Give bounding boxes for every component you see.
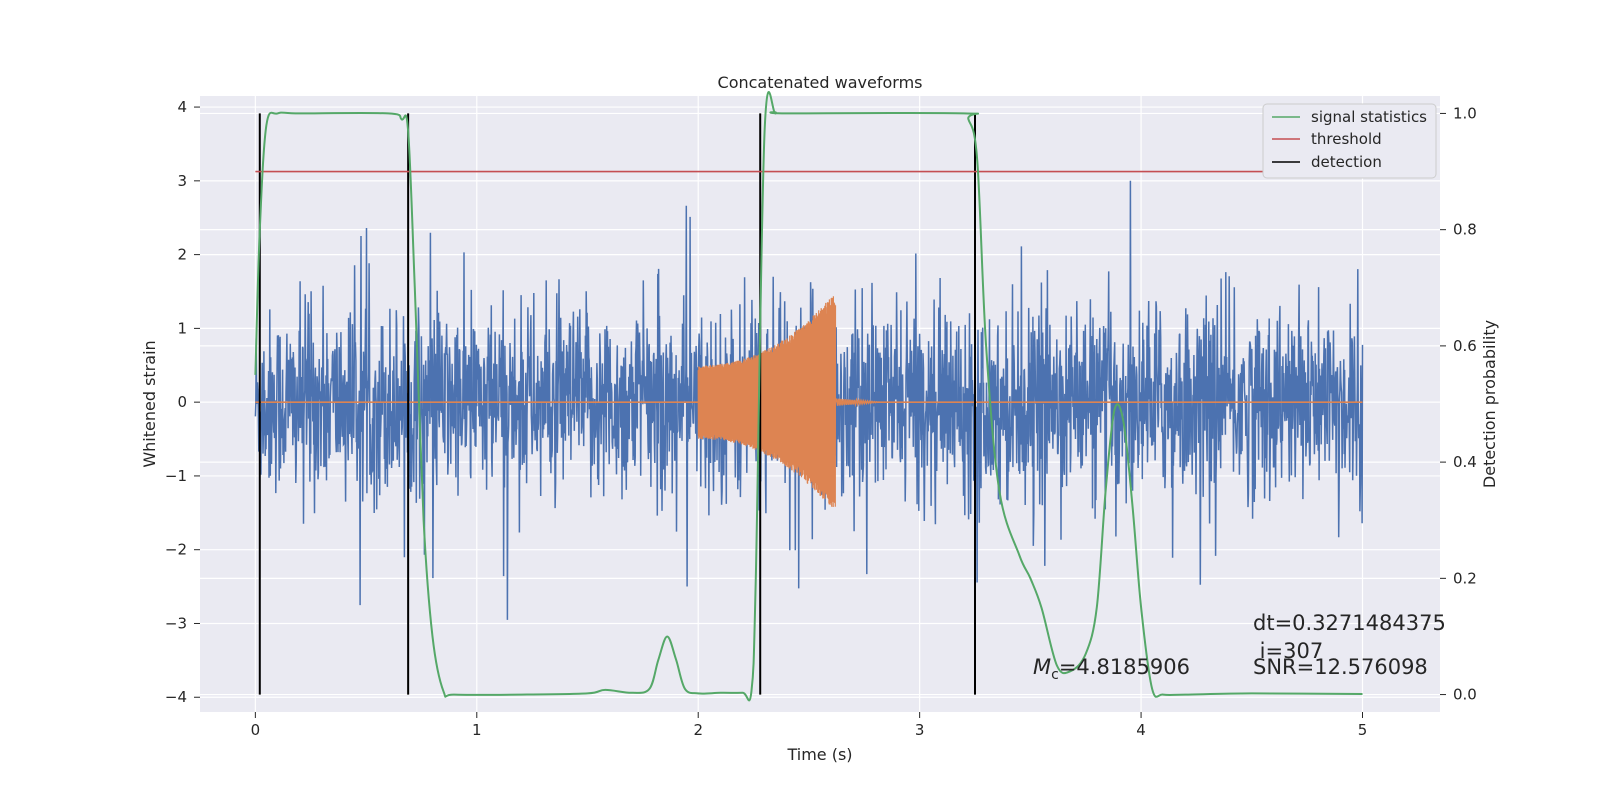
annotation-dt: dt=0.3271484375	[1253, 611, 1446, 635]
y-tick-label: 0	[177, 393, 187, 411]
y-tick-label: −4	[165, 688, 187, 706]
y-tick-label: −3	[165, 614, 187, 632]
x-tick-label: 1	[472, 721, 482, 739]
annotation-snr: SNR=12.576098	[1253, 655, 1428, 679]
legend-frame	[1262, 103, 1437, 179]
y2-tick-label: 0.8	[1453, 221, 1477, 239]
y2-tick-label: 0.0	[1453, 686, 1477, 704]
x-tick-label: 5	[1358, 721, 1368, 739]
series-signal-statistics-line	[254, 91, 1363, 702]
annotation-mc-value: =4.8185906	[1059, 655, 1190, 679]
annotation-i: i=307	[1253, 639, 1323, 663]
y2-tick-label: 0.6	[1453, 337, 1477, 355]
tick-layer: 0 1 2 3 4 5 −4 −3 −2 −1 0 1 2 3 4 0.0 0.2 0.4 0.6 0.8 1.0	[165, 98, 1477, 739]
y-tick-label: −2	[165, 541, 187, 559]
y2-axis-label: Detection probability	[1480, 320, 1499, 488]
x-tick-label: 2	[693, 721, 703, 739]
series-waveform-chirp	[697, 296, 837, 508]
annotation-mc: Mc=4.8185906	[1033, 655, 1190, 683]
legend: signal statistics threshold detection	[1262, 103, 1437, 179]
chart-title: Concatenated waveforms	[718, 73, 923, 92]
legend-label-detection: detection	[1311, 153, 1382, 171]
y-tick-label: 2	[177, 246, 187, 264]
y-tick-label: 3	[177, 172, 187, 190]
legend-label-signal-statistics: signal statistics	[1311, 108, 1427, 126]
x-axis-label: Time (s)	[786, 745, 852, 764]
annotation-mc-symbol: M	[1033, 655, 1051, 679]
y2-tick-label: 0.2	[1453, 569, 1477, 587]
annotation-layer: dt=0.3271484375 i=307 Mc=4.8185906 SNR=1…	[1033, 611, 1446, 683]
y2-tick-label: 0.4	[1453, 453, 1477, 471]
y-tick-label: 1	[177, 319, 187, 337]
y-tick-label: 4	[177, 98, 187, 116]
x-tick-label: 0	[251, 721, 261, 739]
y-axis-label: Whitened strain	[140, 340, 159, 467]
x-tick-label: 4	[1136, 721, 1146, 739]
y-tick-label: −1	[165, 467, 187, 485]
data-layer	[254, 91, 1385, 702]
y2-tick-label: 1.0	[1453, 104, 1477, 122]
legend-label-threshold: threshold	[1311, 130, 1382, 148]
x-tick-label: 3	[915, 721, 925, 739]
annotation-mc-subscript: c	[1051, 667, 1059, 683]
series-waveform-ringdown	[834, 397, 1363, 408]
